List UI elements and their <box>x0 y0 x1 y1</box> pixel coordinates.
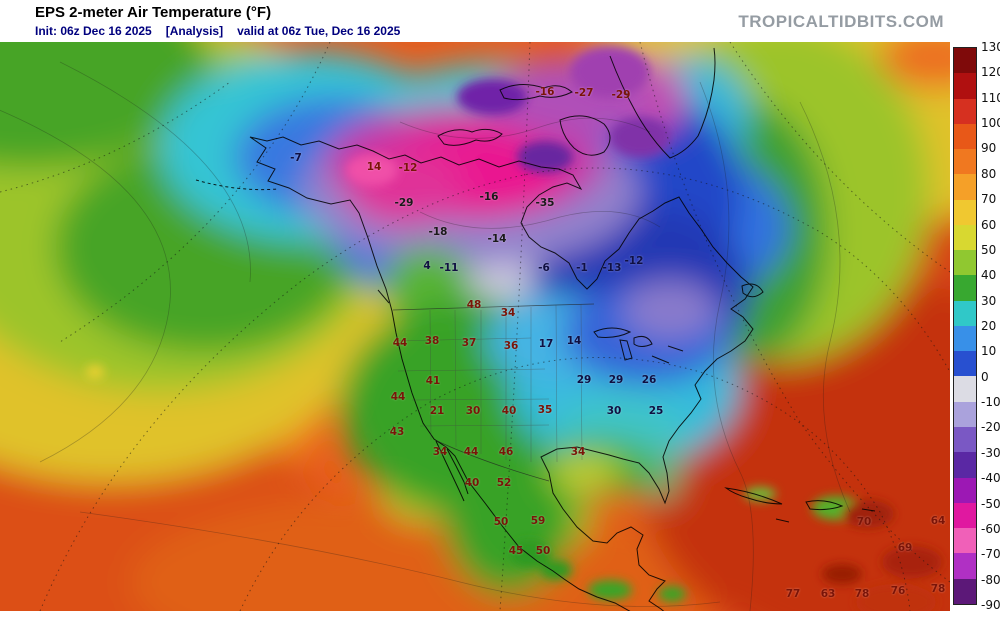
isotherm-contours <box>0 61 851 611</box>
colorbar-tick-label: 130 <box>981 40 1000 54</box>
colorbar-segment <box>954 351 976 377</box>
colorbar-segment <box>954 325 976 352</box>
colorbar-segment <box>954 98 976 124</box>
colorbar-segment <box>954 528 976 554</box>
analysis-tag: [Analysis] <box>165 24 224 38</box>
temperature-field <box>0 42 950 611</box>
colorbar-tick-label: -20 <box>981 420 1000 435</box>
colorbar-tick-label: -40 <box>981 471 1000 486</box>
colorbar-segment <box>954 275 976 301</box>
colorbar-tick-label: -10 <box>981 395 1000 410</box>
colorbar-segment <box>954 426 976 453</box>
colorbar-tick-label: 120 <box>981 65 1000 80</box>
colorbar-segment <box>954 73 976 99</box>
colorbar-tick-label: -50 <box>981 496 1000 511</box>
colorbar-segment <box>954 401 976 427</box>
temperature-map <box>0 42 950 611</box>
colorbar-segment <box>954 376 976 402</box>
colorbar-segment <box>954 149 976 175</box>
page-title: EPS 2-meter Air Temperature (°F) <box>35 4 272 21</box>
colorbar-segment <box>954 123 976 150</box>
colorbar-segment <box>954 250 976 276</box>
colorbar-tick-label: 10 <box>981 344 997 359</box>
colorbar-tick-label: 30 <box>981 293 997 308</box>
state-borders <box>393 303 583 463</box>
init-valid-line: Init: 06z Dec 16 2025 [Analysis] valid at … <box>35 24 414 38</box>
colorbar-segment <box>954 452 976 478</box>
colorbar-segment <box>954 224 976 251</box>
colorbar-segment <box>954 48 976 74</box>
colorbar-segment <box>954 502 976 529</box>
watermark-text: TROPICALTIDBITS.COM <box>738 12 944 31</box>
colorbar-tick-label: -70 <box>981 547 1000 562</box>
colorbar-tick-label: 60 <box>981 217 997 232</box>
colorbar <box>953 47 977 605</box>
colorbar-tick-label: 70 <box>981 192 997 207</box>
colorbar-segment <box>954 300 976 326</box>
colorbar-tick-label: 20 <box>981 319 997 333</box>
colorbar-tick-label: 90 <box>981 141 997 156</box>
colorbar-segment <box>954 199 976 225</box>
temperature-field-detail <box>86 46 942 611</box>
colorbar-segment <box>954 477 976 503</box>
colorbar-segment <box>954 553 976 579</box>
colorbar-tick-label: -80 <box>981 572 1000 587</box>
init-time: Init: 06z Dec 16 2025 <box>35 24 152 38</box>
temperature-field-svg <box>0 42 950 611</box>
colorbar-tick-label: 40 <box>981 268 997 283</box>
colorbar-tick-label: -30 <box>981 445 1000 460</box>
header: EPS 2-meter Air Temperature (°F) Init: 0… <box>0 0 1000 42</box>
colorbar-tick-label: 50 <box>981 242 997 257</box>
colorbar-segment <box>954 174 976 200</box>
graticule <box>0 42 950 611</box>
colorbar-segment <box>954 578 976 604</box>
colorbar-tick-label: -90 <box>981 598 1000 612</box>
coastlines <box>195 47 876 611</box>
colorbar-tick-label: 100 <box>981 116 1000 131</box>
colorbar-tick-label: 110 <box>981 90 1000 105</box>
valid-time: valid at 06z Tue, Dec 16 2025 <box>237 24 401 38</box>
colorbar-tick-label: 0 <box>981 369 989 384</box>
colorbar-tick-label: 80 <box>981 166 997 181</box>
colorbar-tick-label: -60 <box>981 521 1000 536</box>
